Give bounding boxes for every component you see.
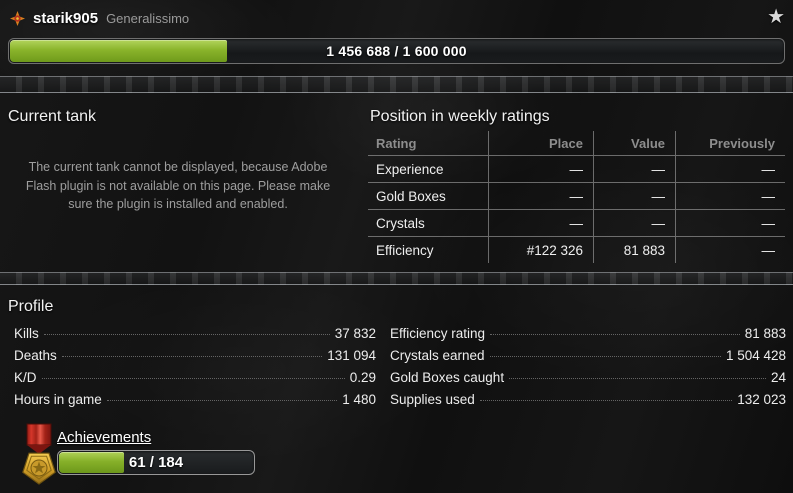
- achievements-progress-bar: 61 / 184: [57, 450, 255, 475]
- stat-value: 81 883: [744, 326, 786, 341]
- rating-previously: —: [675, 237, 785, 263]
- stat-row: Efficiency rating 81 883: [390, 326, 786, 348]
- dotted-leader: [43, 334, 330, 335]
- weekly-ratings-table: Rating Place Value Previously Experience…: [368, 131, 785, 263]
- stat-label: Kills: [14, 326, 39, 341]
- stat-value: 1 480: [342, 392, 376, 407]
- username: starik905: [33, 10, 99, 27]
- rating-previously: —: [675, 183, 785, 209]
- rating-name: Gold Boxes: [376, 188, 446, 204]
- flash-plugin-message: The current tank cannot be displayed, be…: [25, 160, 331, 211]
- stat-value: 24: [770, 370, 786, 385]
- table-row: Gold Boxes — — —: [368, 182, 785, 209]
- stat-row: Hours in game 1 480: [14, 392, 376, 414]
- table-row: Efficiency #122 326 81 883 —: [368, 236, 785, 263]
- col-header-rating: Rating: [376, 135, 417, 151]
- table-header-row: Rating Place Value Previously: [368, 131, 785, 155]
- rating-value: —: [593, 156, 675, 182]
- weekly-ratings-title: Position in weekly ratings: [370, 108, 550, 125]
- section-divider-top: [0, 76, 793, 93]
- rating-place: —: [488, 210, 593, 236]
- rating-place: —: [488, 183, 593, 209]
- stat-label: Crystals earned: [390, 348, 485, 363]
- stat-row: Kills 37 832: [14, 326, 376, 348]
- table-row: Crystals — — —: [368, 209, 785, 236]
- rating-previously: —: [675, 210, 785, 236]
- stat-value: 0.29: [349, 370, 376, 385]
- stat-label: Deaths: [14, 348, 57, 363]
- stat-label: Supplies used: [390, 392, 475, 407]
- dotted-leader: [489, 356, 721, 357]
- current-tank-title: Current tank: [8, 108, 97, 125]
- col-header-place: Place: [488, 131, 593, 155]
- section-divider-middle: [0, 272, 793, 285]
- rank-label: Generalissimo: [106, 11, 190, 26]
- stat-label: Hours in game: [14, 392, 102, 407]
- dotted-leader: [61, 356, 323, 357]
- stat-label: Gold Boxes caught: [390, 370, 505, 385]
- rank-star-icon: [10, 11, 25, 26]
- stat-value: 131 094: [327, 348, 376, 363]
- table-row: Experience — — —: [368, 155, 785, 182]
- stat-row: Supplies used 132 023: [390, 392, 786, 414]
- profile-stats-left: Kills 37 832 Deaths 131 094 K/D 0.29 Hou…: [14, 326, 376, 414]
- dotted-leader: [41, 378, 345, 379]
- stat-row: Gold Boxes caught 24: [390, 370, 786, 392]
- col-header-previously: Previously: [675, 131, 785, 155]
- dotted-leader: [479, 400, 733, 401]
- profile-title: Profile: [8, 298, 54, 315]
- col-header-value: Value: [593, 131, 675, 155]
- favorite-star-icon[interactable]: ★: [767, 6, 785, 28]
- rating-previously: —: [675, 156, 785, 182]
- stat-row: Deaths 131 094: [14, 348, 376, 370]
- rating-name: Crystals: [376, 215, 425, 231]
- stat-label: Efficiency rating: [390, 326, 486, 341]
- rating-place: #122 326: [488, 237, 593, 263]
- xp-progress-bar: 1 456 688 / 1 600 000: [8, 38, 785, 64]
- xp-progress-label: 1 456 688 / 1 600 000: [326, 43, 467, 59]
- rating-value: —: [593, 210, 675, 236]
- rating-value: —: [593, 183, 675, 209]
- achievements-progress-label: 61 / 184: [128, 454, 184, 471]
- stat-row: Crystals earned 1 504 428: [390, 348, 786, 370]
- rating-place: —: [488, 156, 593, 182]
- achievements-medal-icon: [22, 423, 56, 485]
- dotted-leader: [509, 378, 766, 379]
- rating-value: 81 883: [593, 237, 675, 263]
- profile-header: starik905 Generalissimo: [10, 10, 189, 27]
- stat-value: 37 832: [334, 326, 376, 341]
- rating-name: Experience: [376, 161, 444, 177]
- dotted-leader: [106, 400, 338, 401]
- stat-value: 1 504 428: [725, 348, 786, 363]
- dotted-leader: [490, 334, 740, 335]
- stat-row: K/D 0.29: [14, 370, 376, 392]
- achievements-progress-fill: [59, 452, 124, 473]
- stat-label: K/D: [14, 370, 37, 385]
- rating-name: Efficiency: [376, 242, 434, 258]
- stat-value: 132 023: [737, 392, 786, 407]
- achievements-link[interactable]: Achievements: [57, 429, 152, 446]
- xp-progress-fill: [10, 40, 227, 62]
- profile-stats-right: Efficiency rating 81 883 Crystals earned…: [390, 326, 786, 414]
